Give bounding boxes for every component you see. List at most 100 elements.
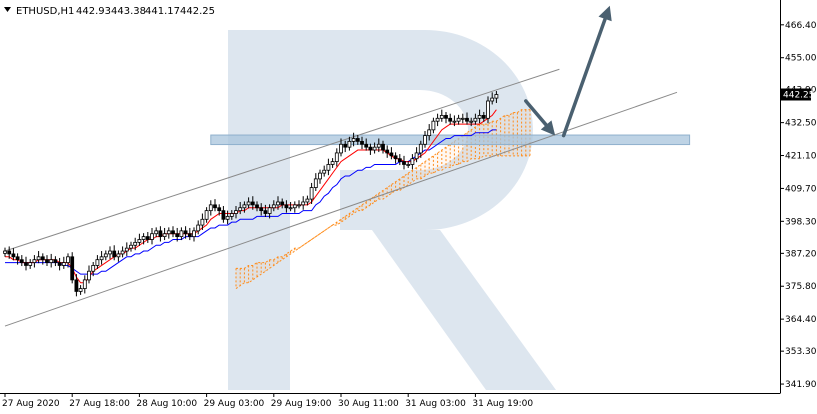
x-tick-label: 30 Aug 11:00 [338,399,399,409]
candle-body [301,201,306,206]
candle [162,227,167,241]
forecast-arrow-down [524,99,556,136]
x-tick-label: 31 Aug 19:00 [472,399,533,409]
candle-body [427,129,432,137]
candle-body [145,236,150,240]
candle-body [11,253,16,258]
candle [57,257,62,271]
candle [318,169,322,184]
candle-body [460,117,465,120]
candle-body [271,204,276,209]
candle-body [250,201,255,206]
y-tick-label: 466.40 [785,21,817,31]
y-tick-label: 398.30 [785,217,817,227]
candle-body [486,100,490,119]
candle-body [490,97,495,102]
resistance-zone-layer [210,134,691,146]
candle-body [74,279,79,292]
candle-body [19,259,24,263]
candle-body [204,210,209,220]
candle-body [150,233,154,240]
candle-body [238,207,243,212]
candle [61,256,66,269]
candle-body [263,210,268,214]
candle-body [439,115,444,119]
candle [229,210,234,220]
candle [70,252,75,284]
candle [456,114,461,125]
x-tick-label: 29 Aug 03:00 [204,399,265,409]
arrow-shaft [561,17,607,138]
candle [45,255,49,267]
candle [263,204,268,217]
x-tick-label: 29 Aug 19:00 [271,399,332,409]
candle-body [452,120,457,123]
tenkan-sen-line [5,109,497,284]
candle-body [368,146,373,151]
candle-body [221,210,226,220]
candle-body [200,218,205,226]
candle-body [431,120,436,131]
candle-body [242,204,247,209]
candle [36,251,41,264]
candle-body [36,256,41,261]
candle [477,109,482,124]
candle [49,253,54,268]
candle-body [477,115,482,119]
candle-body [158,230,163,238]
candle [280,198,285,209]
candle-body [82,279,87,289]
candle-body [385,149,390,154]
candle [120,246,125,258]
forecast-arrow-up [561,5,612,138]
candle-body [15,256,20,261]
x-tick-label: 27 Aug 18:00 [69,399,130,409]
candle [91,262,96,277]
candle-body [246,201,251,206]
candle-body [355,138,360,142]
candle [284,200,289,213]
candle-body [418,143,423,154]
candle-body [284,204,289,209]
candle-body [91,265,96,272]
candle [439,109,444,122]
plot-area [3,5,691,327]
candle-body [213,204,217,209]
y-tick-label: 341.90 [785,380,817,390]
y-tick-label: 421.10 [785,152,817,162]
candle [271,200,276,212]
arrow-head-icon [540,120,556,136]
candle [402,155,406,170]
candle-body [339,143,343,154]
candle [372,142,377,154]
candle-body [116,253,121,258]
candle-body [179,230,184,238]
candle-body [465,117,469,122]
candle [129,241,133,252]
candle-body [108,250,112,255]
candle-body [112,250,117,258]
candle [200,213,205,230]
candle-body [473,117,478,122]
y-tick-label: 409.70 [785,184,817,194]
candle-body [28,262,33,266]
candle-body [78,288,83,292]
candle-body [494,94,499,99]
senkou-span-b [236,155,530,269]
candle-body [208,204,213,212]
candle-body [318,172,322,180]
trend-channel-upper [4,68,560,252]
candle [124,242,129,256]
candle [334,148,339,167]
candle [234,206,238,219]
candle [435,113,440,127]
candle-body [95,259,100,266]
candle-body [196,224,201,232]
candle-body [360,140,364,145]
candle-body [326,164,331,171]
candle-body [187,233,192,238]
candle [423,131,427,148]
candle-body [376,143,381,148]
candle [490,92,495,105]
candle [15,253,20,265]
